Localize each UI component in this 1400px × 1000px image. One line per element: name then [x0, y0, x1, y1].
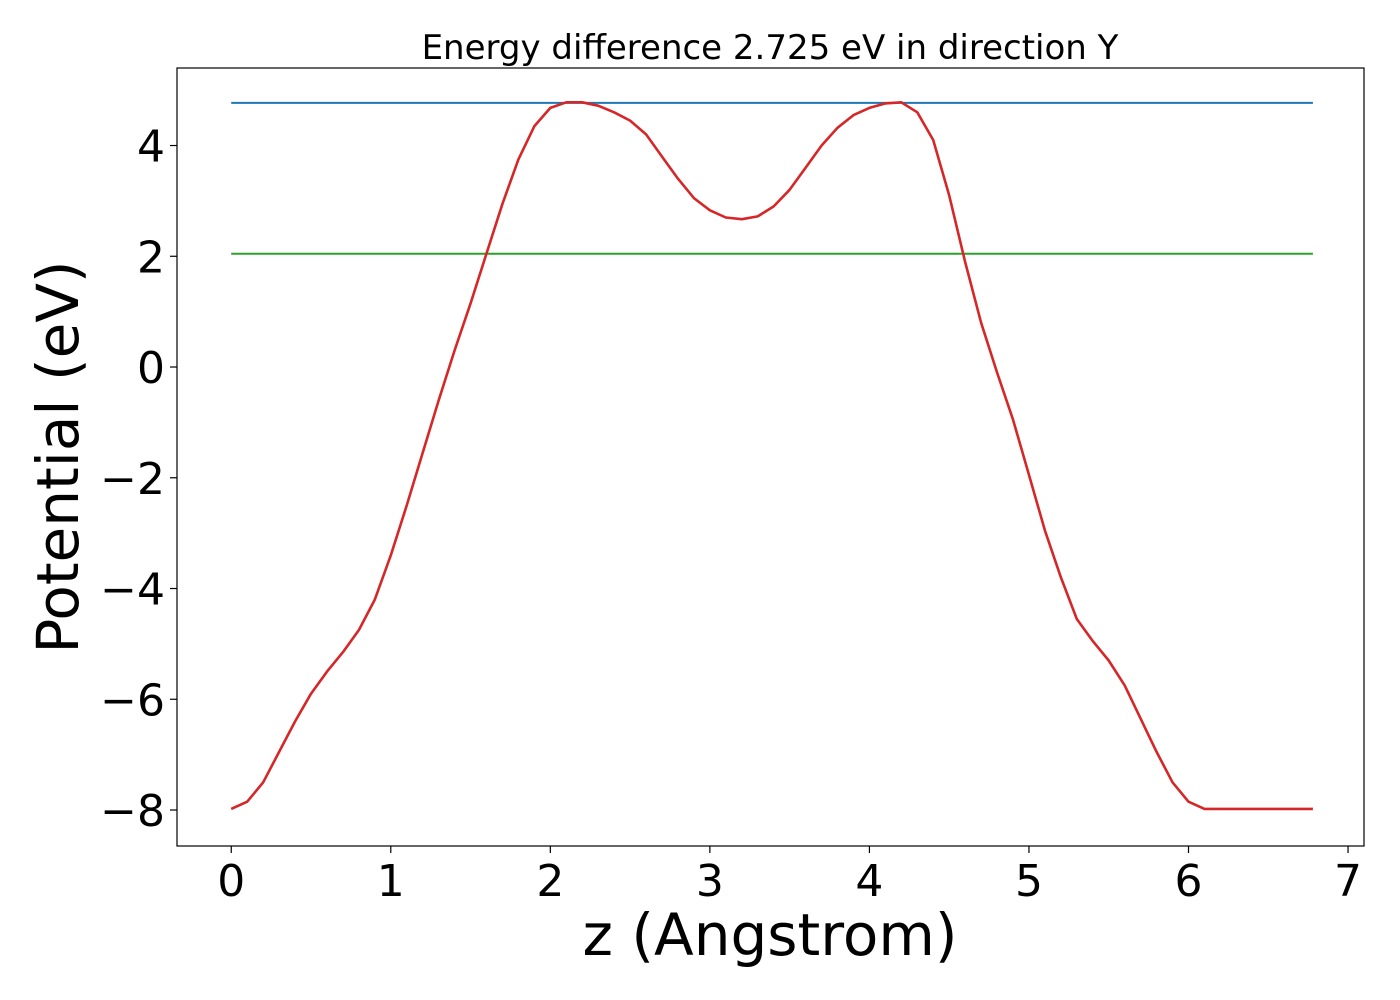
x-tick-label: 1	[377, 856, 405, 907]
x-axis-ticks: 0 1 2 3 4 5 6 7	[217, 846, 1362, 907]
y-tick-label: −2	[100, 454, 165, 505]
x-tick-label: 2	[536, 856, 564, 907]
y-tick-label: 2	[137, 232, 165, 283]
potential-line	[230, 101, 1313, 811]
plot-frame	[176, 67, 1365, 847]
x-tick-label: 7	[1334, 856, 1362, 907]
y-tick-label: 4	[137, 122, 165, 173]
y-tick-label: −6	[100, 675, 165, 726]
y-axis-label: Potential (eV)	[24, 260, 92, 653]
x-tick-label: 6	[1175, 856, 1203, 907]
series-layer	[230, 101, 1313, 811]
y-tick-label: −8	[100, 786, 165, 837]
chart-title: Energy difference 2.725 eV in direction …	[422, 28, 1119, 68]
x-tick-label: 4	[855, 856, 883, 907]
y-tick-label: −4	[100, 565, 165, 616]
x-tick-label: 0	[217, 856, 245, 907]
x-tick-label: 3	[696, 856, 724, 907]
x-tick-label: 5	[1015, 856, 1043, 907]
x-axis-label: z (Angstrom)	[583, 901, 958, 969]
y-tick-label: 0	[137, 343, 165, 394]
y-axis-ticks: 4 2 0 −2 −4 −6 −8	[100, 122, 177, 837]
